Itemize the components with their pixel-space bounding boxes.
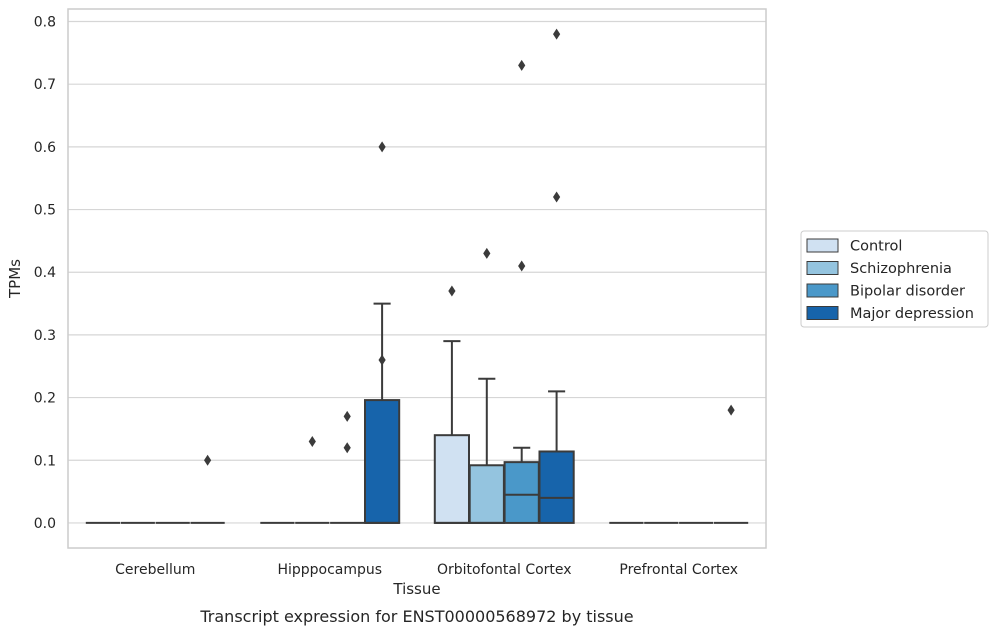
outlier-point [553,191,561,203]
x-tick-labels: Cerebellum Hipppocampus Orbitofontal Corte… [115,562,738,578]
chart-caption: Transcript expression for ENST0000056897… [199,607,633,626]
outlier-point [518,260,526,272]
outlier-point [553,28,561,40]
x-tick-label: Cerebellum [115,562,195,578]
outliers [204,28,735,466]
outlier-point [727,404,735,416]
outlier-point [518,59,526,71]
plot-frame [67,8,767,549]
box-body [538,450,575,524]
y-tick-label: 0.3 [34,328,56,344]
legend-swatch [806,238,839,253]
box-2-2 [503,446,540,524]
box-2-0 [433,340,471,524]
y-tick-label: 0.7 [34,77,56,93]
box-2-3 [538,390,575,524]
legend-frame [800,230,989,328]
y-tick-label: 0.8 [34,15,56,31]
y-tick-label: 0.2 [34,391,56,407]
x-tick-label: Prefrontal Cortex [619,562,738,578]
boxes [85,302,749,524]
x-tick-label: Hipppocampus [277,562,382,578]
x-tick-label: Orbitofontal Cortex [437,562,572,578]
legend-label: Control [850,239,902,255]
outlier-point [378,141,386,153]
y-tick-label: 0.6 [34,140,56,156]
box-body [468,464,505,524]
gridlines [68,20,766,524]
box-2-1 [468,377,505,524]
legend-label: Bipolar disorder [850,284,965,300]
outlier-point [343,442,351,454]
legend: Control Schizophrenia Bipolar disorder Majo… [800,230,989,328]
box-body [363,399,401,524]
y-tick-label: 0.1 [34,453,56,469]
outlier-point [204,454,212,466]
y-tick-label: 0.4 [34,265,56,281]
legend-label: Major depression [850,306,974,322]
outlier-point [483,247,491,259]
outlier-point [343,410,351,422]
outlier-point [308,435,316,447]
legend-swatch [806,306,839,320]
legend-label: Schizophrenia [850,261,952,277]
box-body [503,461,540,524]
box-1-3 [363,302,401,524]
y-tick-label: 0.5 [34,203,56,219]
y-tick-label: 0.0 [34,516,56,532]
legend-swatch [806,261,839,275]
x-axis-label: Tissue [392,580,440,598]
y-tick-labels: 0.0 0.1 0.2 0.3 0.4 0.5 0.6 0.7 0.8 [34,15,56,532]
box-body [433,434,471,524]
outlier-point [378,354,386,366]
legend-swatch [806,283,839,298]
outlier-point [448,285,456,297]
y-axis-label: TPMs [6,259,24,299]
